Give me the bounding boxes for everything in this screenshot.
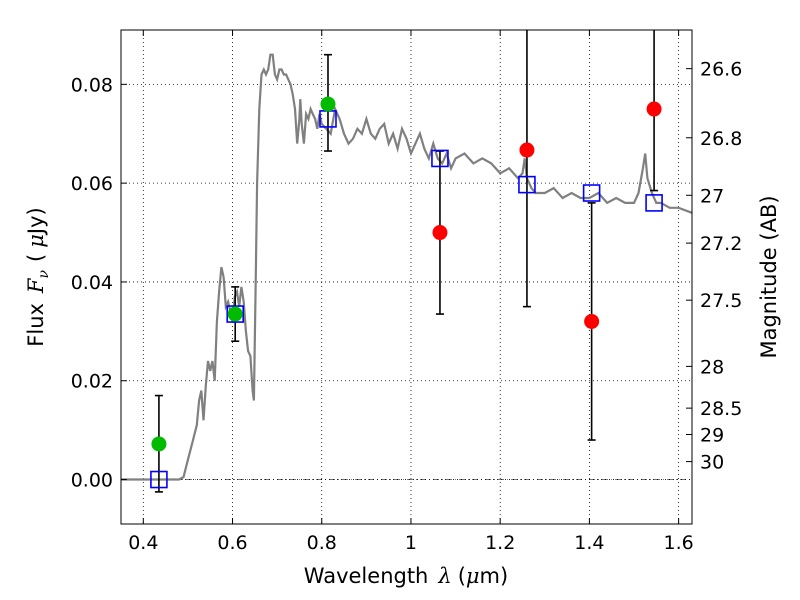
y2-tick-label: 27.5 [700, 290, 742, 312]
axes-frame [120, 29, 693, 525]
y2-tick-label: 28 [700, 356, 724, 378]
y-tick-label: 0.00 [71, 470, 113, 492]
x-tick-label: 1.4 [574, 532, 604, 554]
x-tick-label: 0.6 [217, 532, 247, 554]
y2-tick-label: 26.8 [700, 128, 742, 150]
y2-axis-ticks: 26.6 26.8 27 27.2 27.5 28 28.5 29 30 [686, 59, 742, 474]
y-axis-ticks: 0.00 0.02 0.04 0.06 0.08 [71, 74, 127, 492]
y2-tick-label: 26.6 [700, 59, 742, 81]
x-tick-label: 1.2 [485, 532, 515, 554]
model-photometry-markers [150, 110, 663, 489]
y-tick-label: 0.04 [71, 272, 113, 294]
model-photometry-square [226, 305, 244, 323]
x-tick-label: 0.8 [307, 532, 337, 554]
detection-point [320, 96, 336, 112]
model-photometry-square [645, 194, 663, 212]
x-axis-ticks: 0.4 0.6 0.8 1 1.2 1.4 1.6 [128, 30, 694, 554]
low-snr-point [584, 313, 600, 329]
x-tick-label: 1 [405, 532, 417, 554]
y2-tick-label: 29 [700, 424, 724, 446]
model-photometry-square [518, 175, 536, 194]
model-photometry-square [150, 470, 168, 489]
y-tick-label: 0.02 [71, 371, 113, 393]
model-photometry-square [582, 184, 601, 202]
x-axis-label: Wavelength λ (μm) [304, 564, 508, 588]
low-snr-point [432, 225, 448, 241]
x-tick-label: 1.6 [664, 532, 694, 554]
detection-point [227, 306, 243, 322]
y2-tick-label: 30 [700, 452, 724, 474]
x-tick-label: 0.4 [128, 532, 158, 554]
y-tick-label: 0.06 [71, 173, 113, 195]
detection-point [151, 436, 167, 452]
y2-tick-label: 27 [700, 185, 724, 207]
plot-area [121, 30, 693, 493]
y-tick-label: 0.08 [71, 74, 113, 96]
model-photometry-square [431, 149, 449, 168]
error-bars [154, 30, 659, 493]
low-snr-point [646, 101, 662, 117]
y2-axis-label: Magnitude (AB) [757, 195, 781, 358]
y2-tick-label: 27.2 [700, 233, 742, 255]
low-snr-point [519, 142, 535, 158]
observed-photometry-markers [151, 96, 662, 452]
y2-tick-label: 28.5 [700, 398, 742, 420]
y-axis-label: FluxFν(μJy) [24, 207, 52, 346]
